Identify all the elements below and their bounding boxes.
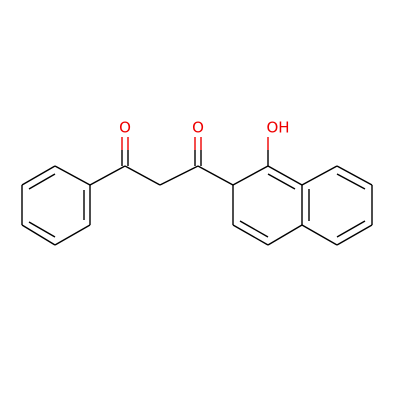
atom-label: OH bbox=[266, 119, 289, 137]
atom-label: O bbox=[119, 119, 131, 137]
atom-label: O bbox=[192, 119, 204, 137]
oxygen-bonds bbox=[121, 137, 269, 150]
bonds bbox=[21, 150, 373, 246]
